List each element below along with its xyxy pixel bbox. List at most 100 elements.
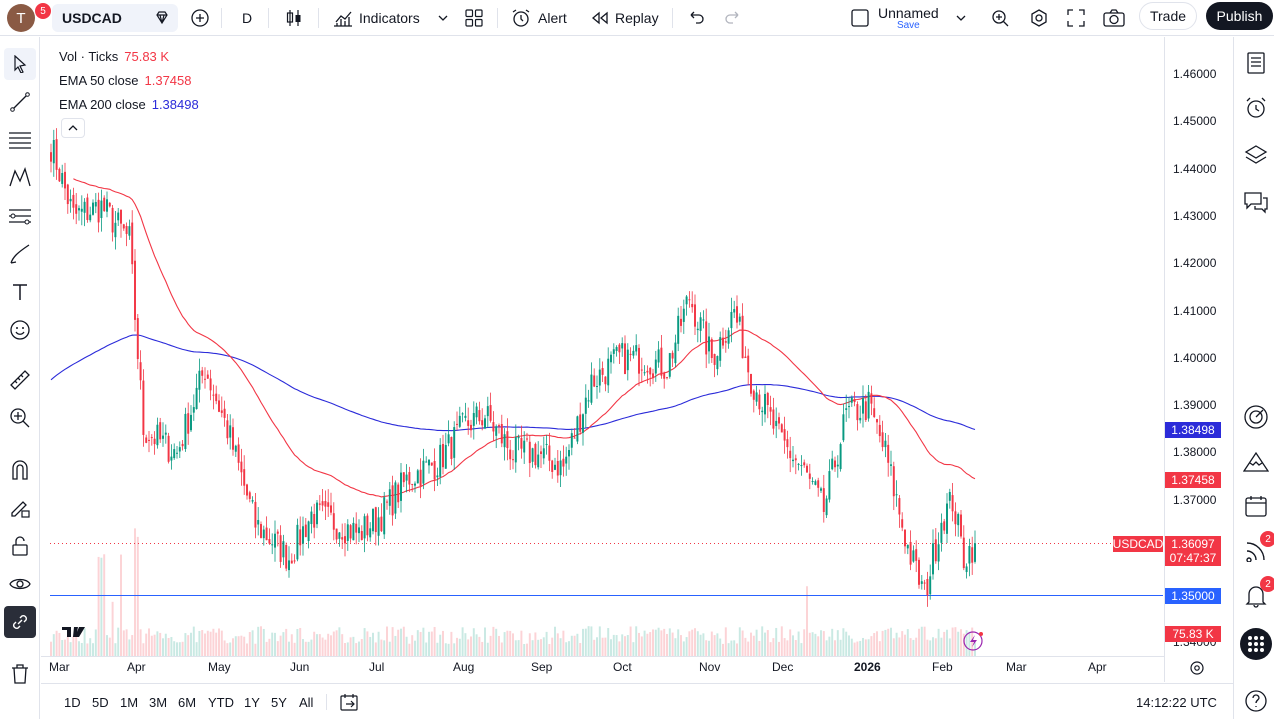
toolbar-divider [318,8,319,28]
compare-symbol-button[interactable] [190,0,210,36]
user-avatar[interactable]: T 5 [7,3,51,32]
range-1d[interactable]: 1D [64,694,81,710]
remove-drawings-tool[interactable] [4,658,36,690]
trend-line-tool[interactable] [4,86,36,118]
candle-body [257,519,260,525]
volume-bar [766,630,769,656]
candle-body [92,202,94,215]
candle-body [447,434,450,444]
apps-button[interactable] [1240,628,1272,660]
pine-editor-button[interactable] [1240,446,1272,478]
watchlist-button[interactable] [1240,47,1272,79]
fib-tool[interactable] [4,124,36,156]
volume-bar [957,631,960,656]
time-axis-settings-button[interactable] [1189,660,1205,679]
volume-bar [464,633,467,656]
layout-name-button[interactable]: Unnamed Save [878,2,939,34]
zoom-tool[interactable] [4,402,36,434]
range-1m[interactable]: 1M [120,694,139,710]
price-tick-label: 1.42000 [1173,256,1217,271]
range-1y[interactable]: 1Y [244,694,260,710]
layout-checkbox[interactable] [850,0,870,36]
volume-bar [366,631,369,656]
volume-bar [789,629,792,656]
settings-button[interactable] [1029,0,1049,36]
volume-bar [652,629,654,656]
screener-button[interactable] [1240,401,1272,433]
candle-body [932,543,934,575]
volume-bar [419,631,422,656]
volume-legend[interactable]: Vol · Ticks 75.83 K [59,45,205,69]
range-ytd[interactable]: YTD [208,694,234,710]
candle-body [708,336,710,352]
interval-button[interactable]: D [242,0,252,36]
pattern-tool[interactable] [4,162,36,194]
cursor-tool[interactable] [4,48,36,80]
collapse-legend-button[interactable] [61,118,85,138]
price-chart[interactable] [41,37,1233,682]
measure-tool[interactable] [4,364,36,396]
publish-button[interactable]: Publish [1206,2,1273,30]
publish-label: Publish [1216,8,1263,24]
range-5d[interactable]: 5D [92,694,109,710]
candle-body [778,417,780,424]
indicators-button[interactable]: Indicators [332,0,420,36]
range-5y[interactable]: 5Y [271,694,287,710]
volume-bar [752,635,755,656]
emoji-tool[interactable] [4,314,36,346]
fullscreen-button[interactable] [1067,0,1085,36]
volume-bar [66,636,69,656]
range-all[interactable]: All [299,694,314,710]
ema50-legend[interactable]: EMA 50 close 1.37458 [59,69,205,93]
chevron-up-icon [68,125,78,131]
templates-button[interactable] [465,0,483,36]
candle-body [475,406,478,418]
ema200-legend[interactable]: EMA 200 close 1.38498 [59,93,205,117]
go-to-date-button[interactable] [340,684,360,719]
symbol-search-button[interactable]: USDCAD [52,4,178,32]
alerts-button[interactable] [1240,92,1272,124]
volume-bar [145,633,148,656]
link-tool[interactable] [4,606,36,638]
indicators-dropdown[interactable] [437,0,449,36]
volume-bar [817,636,820,656]
volume-bar [632,642,635,656]
drawing-mode-tool[interactable] [4,492,36,524]
layout-dropdown[interactable] [955,0,967,36]
quick-search-button[interactable] [990,0,1010,36]
candle-body [296,524,299,560]
utc-clock[interactable]: 14:12:22 UTC [1136,694,1217,710]
range-3m[interactable]: 3M [149,694,168,710]
volume-bar [926,639,929,656]
replay-flash-icon[interactable] [963,631,983,651]
brush-tool[interactable] [4,238,36,270]
alert-button[interactable]: Alert [510,0,567,36]
volume-bar [775,627,778,656]
hide-drawings-tool[interactable] [4,568,36,600]
hotlists-button[interactable]: 2 [1240,531,1274,567]
candle-body [173,449,176,459]
volume-bar [117,627,120,656]
undo-button[interactable] [687,0,705,36]
chart-type-button[interactable] [284,0,304,36]
notifications-button[interactable]: 2 [1240,576,1274,612]
text-tool[interactable] [4,276,36,308]
replay-button[interactable]: Replay [591,0,659,36]
lock-drawings-tool[interactable] [4,530,36,562]
candle-body [237,444,240,463]
snapshot-button[interactable] [1103,0,1125,36]
chats-button[interactable] [1240,186,1272,218]
redo-button[interactable] [724,0,742,36]
candle-body [750,374,752,394]
prediction-tool[interactable] [4,200,36,232]
magnet-tool[interactable] [4,454,36,486]
link-icon [13,615,27,629]
candle-body [783,429,786,441]
calendar-button[interactable] [1240,490,1272,522]
volume-bar [83,628,86,656]
help-button[interactable] [1240,685,1272,717]
trade-button[interactable]: Trade [1139,2,1197,30]
range-6m[interactable]: 6M [178,694,197,710]
object-tree-button[interactable] [1240,139,1272,171]
